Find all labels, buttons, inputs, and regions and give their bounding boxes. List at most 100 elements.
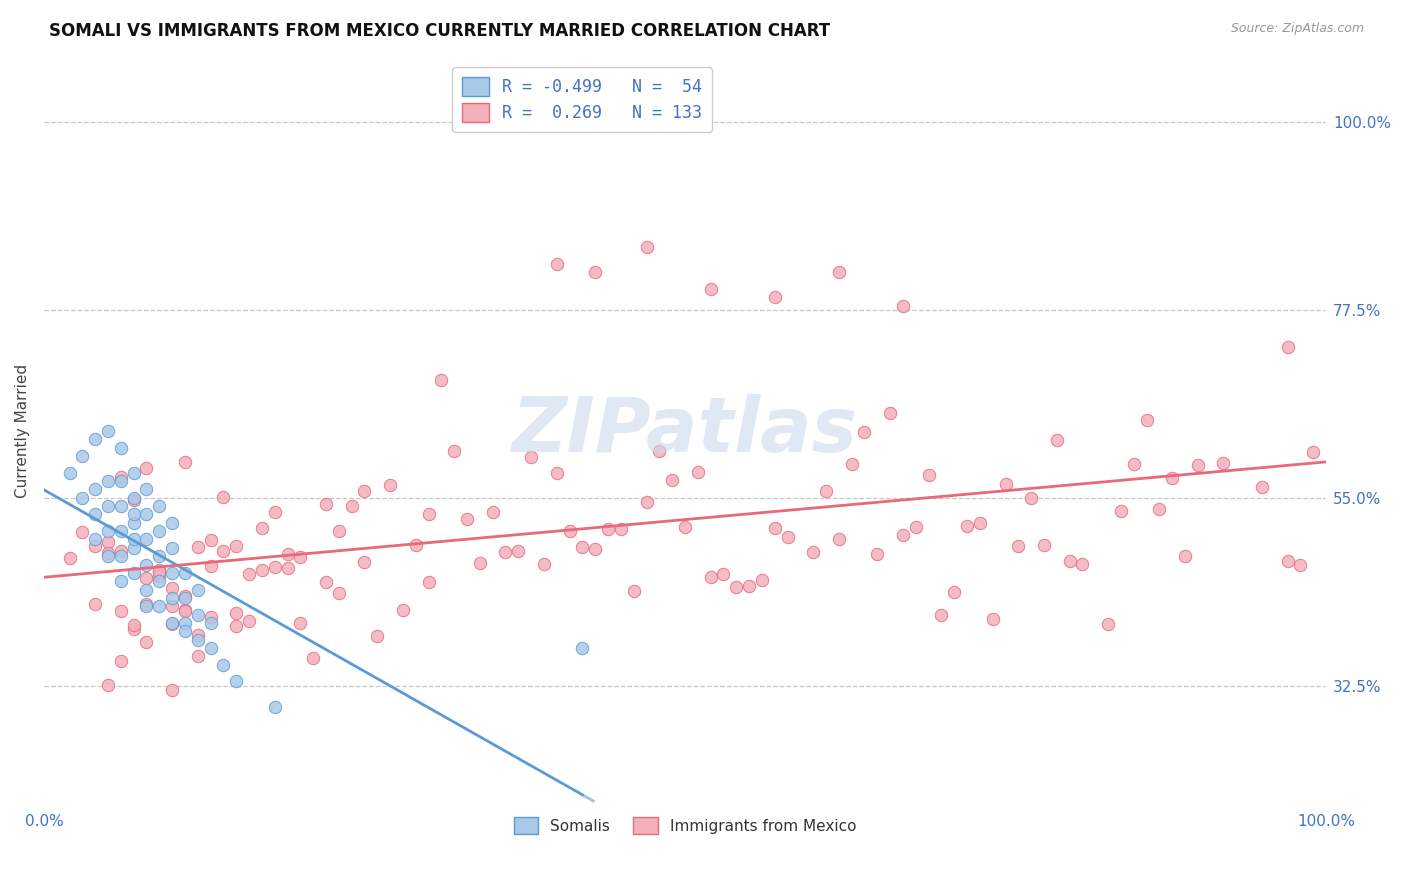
Point (636, 240, 658, 254)
Point (84, 483, 107, 497)
Point (200, 609, 222, 624)
Point (1251, 480, 1274, 494)
Point (571, 540, 593, 554)
Point (238, 614, 260, 628)
Point (1135, 413, 1157, 427)
Point (135, 635, 157, 649)
Point (481, 505, 503, 519)
Point (290, 616, 312, 631)
Point (1289, 558, 1312, 573)
Point (315, 497, 337, 511)
Point (225, 606, 247, 620)
Point (456, 512, 478, 526)
Point (533, 557, 555, 571)
Point (148, 524, 170, 538)
Point (366, 629, 388, 643)
Point (97, 424, 120, 438)
Point (276, 560, 298, 574)
Text: SOMALI VS IMMIGRANTS FROM MEXICO CURRENTLY MARRIED CORRELATION CHART: SOMALI VS IMMIGRANTS FROM MEXICO CURRENT… (49, 22, 831, 40)
Point (97, 499, 120, 513)
Y-axis label: Currently Married: Currently Married (15, 364, 30, 498)
Point (648, 443, 671, 458)
Legend: Somalis, Immigrants from Mexico: Somalis, Immigrants from Mexico (508, 811, 862, 840)
Point (994, 476, 1017, 491)
Text: ZIPatlas: ZIPatlas (512, 394, 858, 468)
Point (841, 457, 863, 471)
Point (353, 555, 375, 569)
Point (122, 508, 145, 522)
Point (713, 566, 735, 581)
Point (174, 455, 197, 469)
Point (981, 612, 1004, 626)
Point (673, 519, 696, 533)
Point (853, 425, 876, 439)
Point (263, 699, 285, 714)
Point (814, 483, 837, 498)
Point (661, 473, 683, 487)
Point (148, 568, 170, 582)
Point (1212, 456, 1234, 470)
Point (174, 566, 197, 580)
Point (225, 674, 247, 689)
Point (135, 582, 157, 597)
Point (200, 615, 222, 630)
Point (879, 406, 901, 420)
Point (1277, 340, 1299, 354)
Point (583, 541, 606, 556)
Point (135, 483, 157, 497)
Point (212, 490, 235, 504)
Point (917, 468, 939, 483)
Point (110, 474, 132, 488)
Point (160, 541, 183, 555)
Point (418, 575, 440, 590)
Point (84, 597, 107, 611)
Point (776, 530, 799, 544)
Point (174, 603, 197, 617)
Point (135, 508, 157, 522)
Point (110, 653, 132, 667)
Point (931, 607, 953, 622)
Point (200, 641, 222, 656)
Point (1277, 554, 1299, 568)
Point (1302, 445, 1324, 459)
Point (1109, 504, 1132, 518)
Point (392, 603, 415, 617)
Point (187, 628, 209, 642)
Point (84, 533, 107, 547)
Point (212, 657, 235, 672)
Point (302, 651, 325, 665)
Point (315, 574, 337, 589)
Point (212, 544, 235, 558)
Point (160, 599, 183, 614)
Point (969, 516, 991, 530)
Point (148, 499, 170, 513)
Point (148, 574, 170, 589)
Point (97, 534, 120, 549)
Point (148, 599, 170, 614)
Point (1149, 502, 1171, 516)
Point (160, 615, 183, 630)
Point (699, 282, 721, 296)
Point (546, 257, 568, 271)
Point (135, 599, 157, 614)
Point (187, 648, 209, 663)
Point (122, 566, 145, 580)
Point (122, 533, 145, 547)
Point (1059, 554, 1081, 568)
Point (110, 574, 132, 589)
Point (353, 483, 375, 498)
Point (135, 597, 157, 611)
Point (596, 522, 619, 536)
Point (174, 591, 197, 605)
Point (276, 548, 298, 562)
Point (508, 543, 530, 558)
Point (328, 524, 350, 538)
Point (686, 466, 709, 480)
Point (828, 532, 851, 546)
Point (97, 474, 120, 488)
Point (263, 559, 285, 574)
Point (891, 299, 914, 313)
Point (495, 545, 517, 559)
Point (187, 582, 209, 597)
Point (160, 591, 183, 605)
